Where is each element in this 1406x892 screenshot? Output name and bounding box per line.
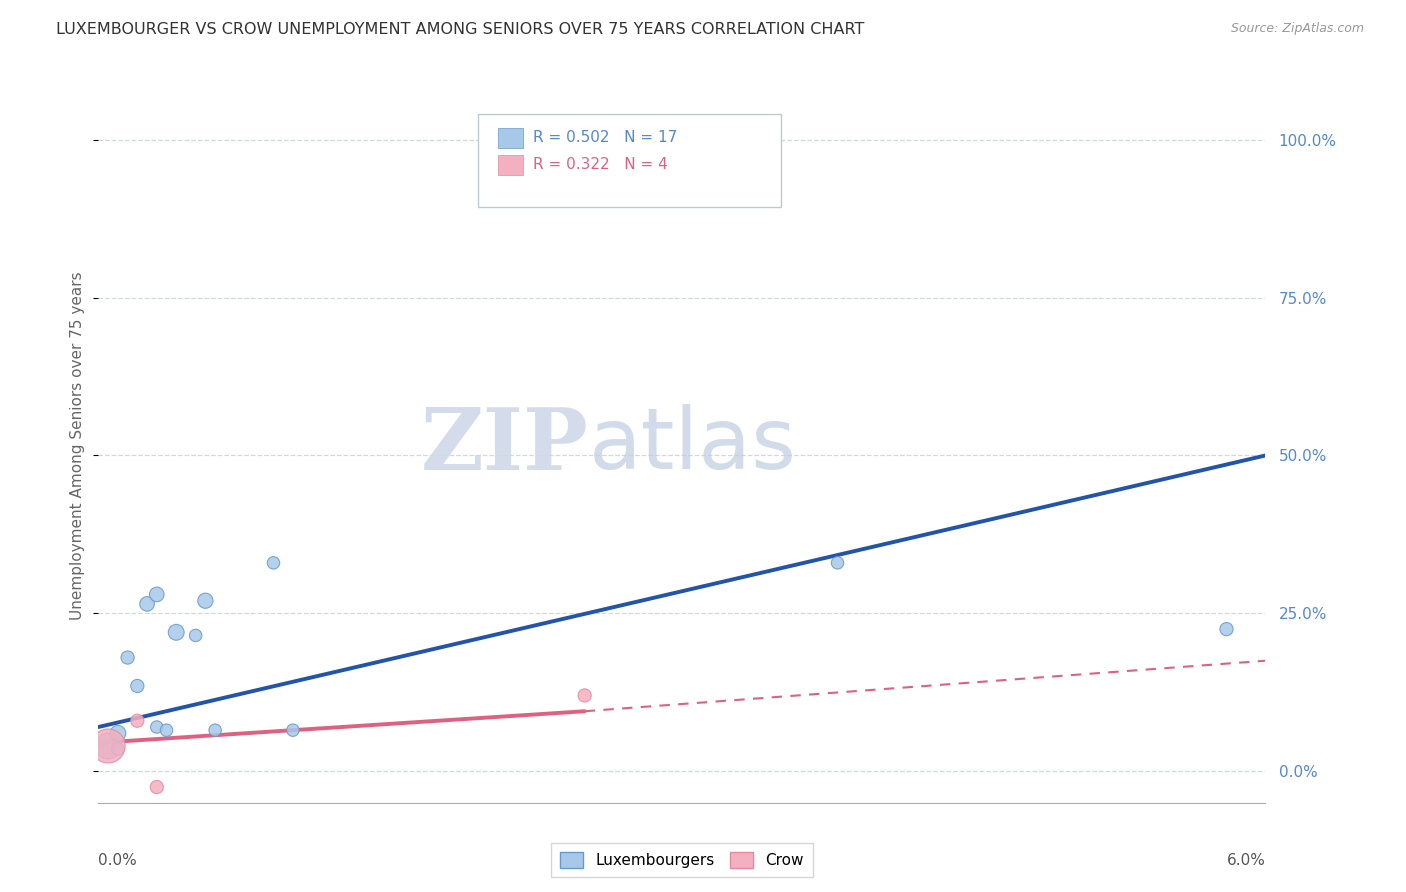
Point (184, 628, 207, 642)
Text: R = 0.322   N = 4: R = 0.322 N = 4 (533, 157, 668, 172)
Point (574, 689, 596, 703)
Point (136, 597, 159, 611)
Legend: Luxembourgers, Crow: Luxembourgers, Crow (551, 843, 813, 877)
FancyBboxPatch shape (478, 114, 782, 207)
Point (107, 726, 129, 740)
Text: atlas: atlas (589, 404, 797, 488)
Point (97, 739, 120, 753)
Point (165, 625, 187, 640)
Point (155, 723, 177, 738)
Point (262, 556, 284, 570)
Text: ZIP: ZIP (420, 404, 589, 488)
Point (97, 739, 120, 753)
Text: LUXEMBOURGER VS CROW UNEMPLOYMENT AMONG SENIORS OVER 75 YEARS CORRELATION CHART: LUXEMBOURGER VS CROW UNEMPLOYMENT AMONG … (56, 22, 865, 37)
FancyBboxPatch shape (498, 155, 523, 175)
Point (281, 723, 304, 738)
Point (146, 780, 169, 794)
Point (827, 556, 849, 570)
Point (146, 720, 169, 734)
Text: 6.0%: 6.0% (1226, 853, 1265, 868)
Point (127, 714, 149, 728)
Point (127, 679, 149, 693)
Point (117, 650, 139, 665)
Point (146, 587, 169, 601)
Point (107, 742, 129, 756)
FancyBboxPatch shape (498, 128, 523, 148)
Text: 0.0%: 0.0% (98, 853, 138, 868)
Point (204, 723, 226, 738)
Y-axis label: Unemployment Among Seniors over 75 years: Unemployment Among Seniors over 75 years (70, 272, 86, 620)
Point (194, 593, 217, 607)
Point (1215, 622, 1237, 636)
Text: R = 0.502   N = 17: R = 0.502 N = 17 (533, 130, 676, 145)
Text: Source: ZipAtlas.com: Source: ZipAtlas.com (1230, 22, 1364, 36)
